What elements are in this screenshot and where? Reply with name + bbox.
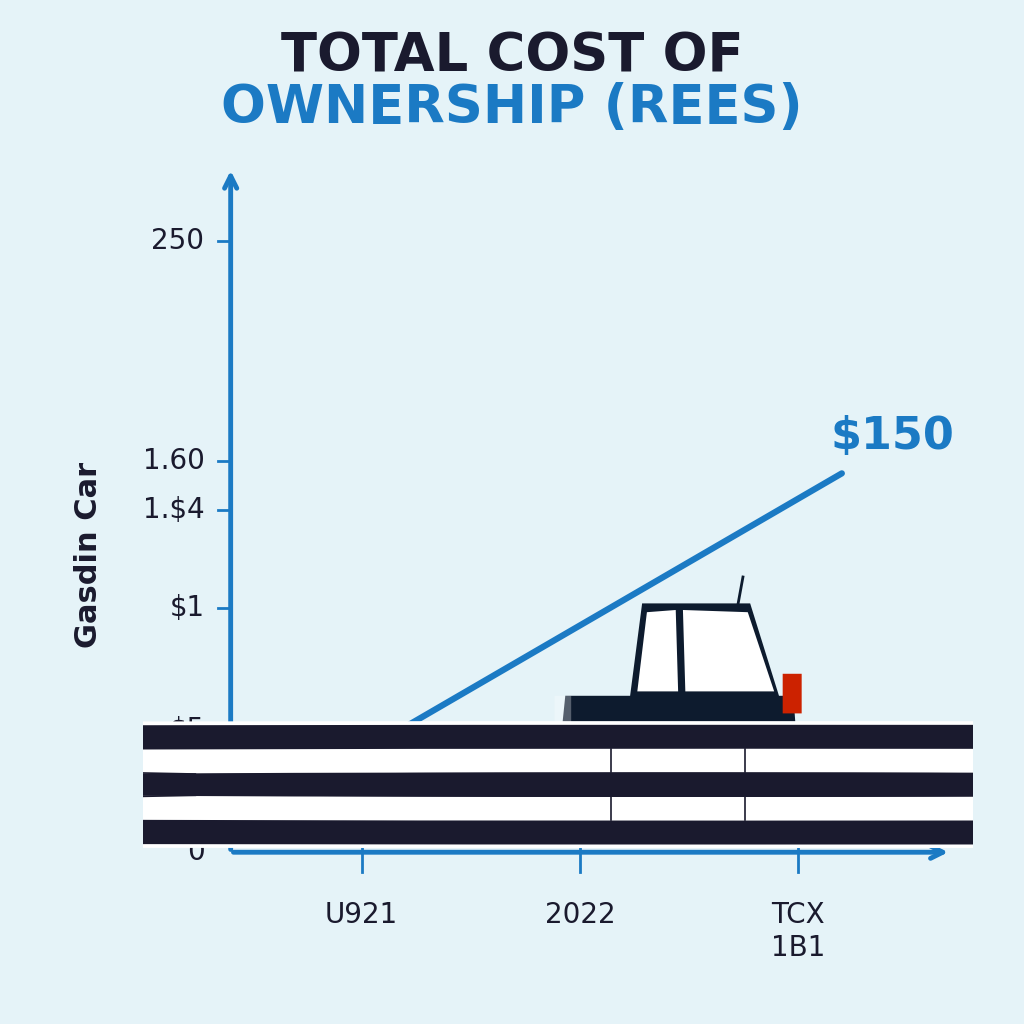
Text: $1: $1 — [169, 594, 205, 622]
Circle shape — [0, 723, 1024, 846]
Polygon shape — [683, 610, 774, 691]
Text: OWNERSHIP (REES): OWNERSHIP (REES) — [221, 82, 803, 133]
Text: $5: $5 — [169, 716, 205, 744]
Text: 1.60: 1.60 — [142, 447, 205, 475]
Text: 1.$4: 1.$4 — [143, 496, 205, 524]
Circle shape — [0, 772, 1024, 797]
Polygon shape — [558, 603, 798, 766]
Circle shape — [0, 748, 1024, 821]
Circle shape — [0, 723, 1024, 846]
FancyBboxPatch shape — [782, 674, 802, 714]
FancyBboxPatch shape — [555, 695, 571, 722]
Text: U921: U921 — [325, 901, 398, 929]
Text: TOTAL COST OF: TOTAL COST OF — [281, 31, 743, 82]
Text: 0: 0 — [186, 839, 205, 866]
Text: TCX
1B1: TCX 1B1 — [771, 901, 825, 962]
Text: Gasdin Car: Gasdin Car — [75, 462, 103, 648]
Circle shape — [0, 748, 1024, 821]
Text: 2022: 2022 — [545, 901, 615, 929]
Text: $150: $150 — [830, 415, 954, 458]
Polygon shape — [637, 610, 678, 691]
Text: 250: 250 — [152, 227, 205, 255]
Circle shape — [0, 772, 1024, 797]
